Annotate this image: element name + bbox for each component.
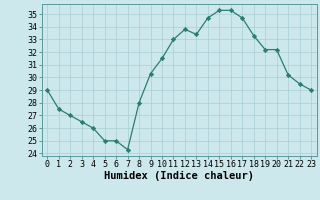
X-axis label: Humidex (Indice chaleur): Humidex (Indice chaleur) [104, 171, 254, 181]
